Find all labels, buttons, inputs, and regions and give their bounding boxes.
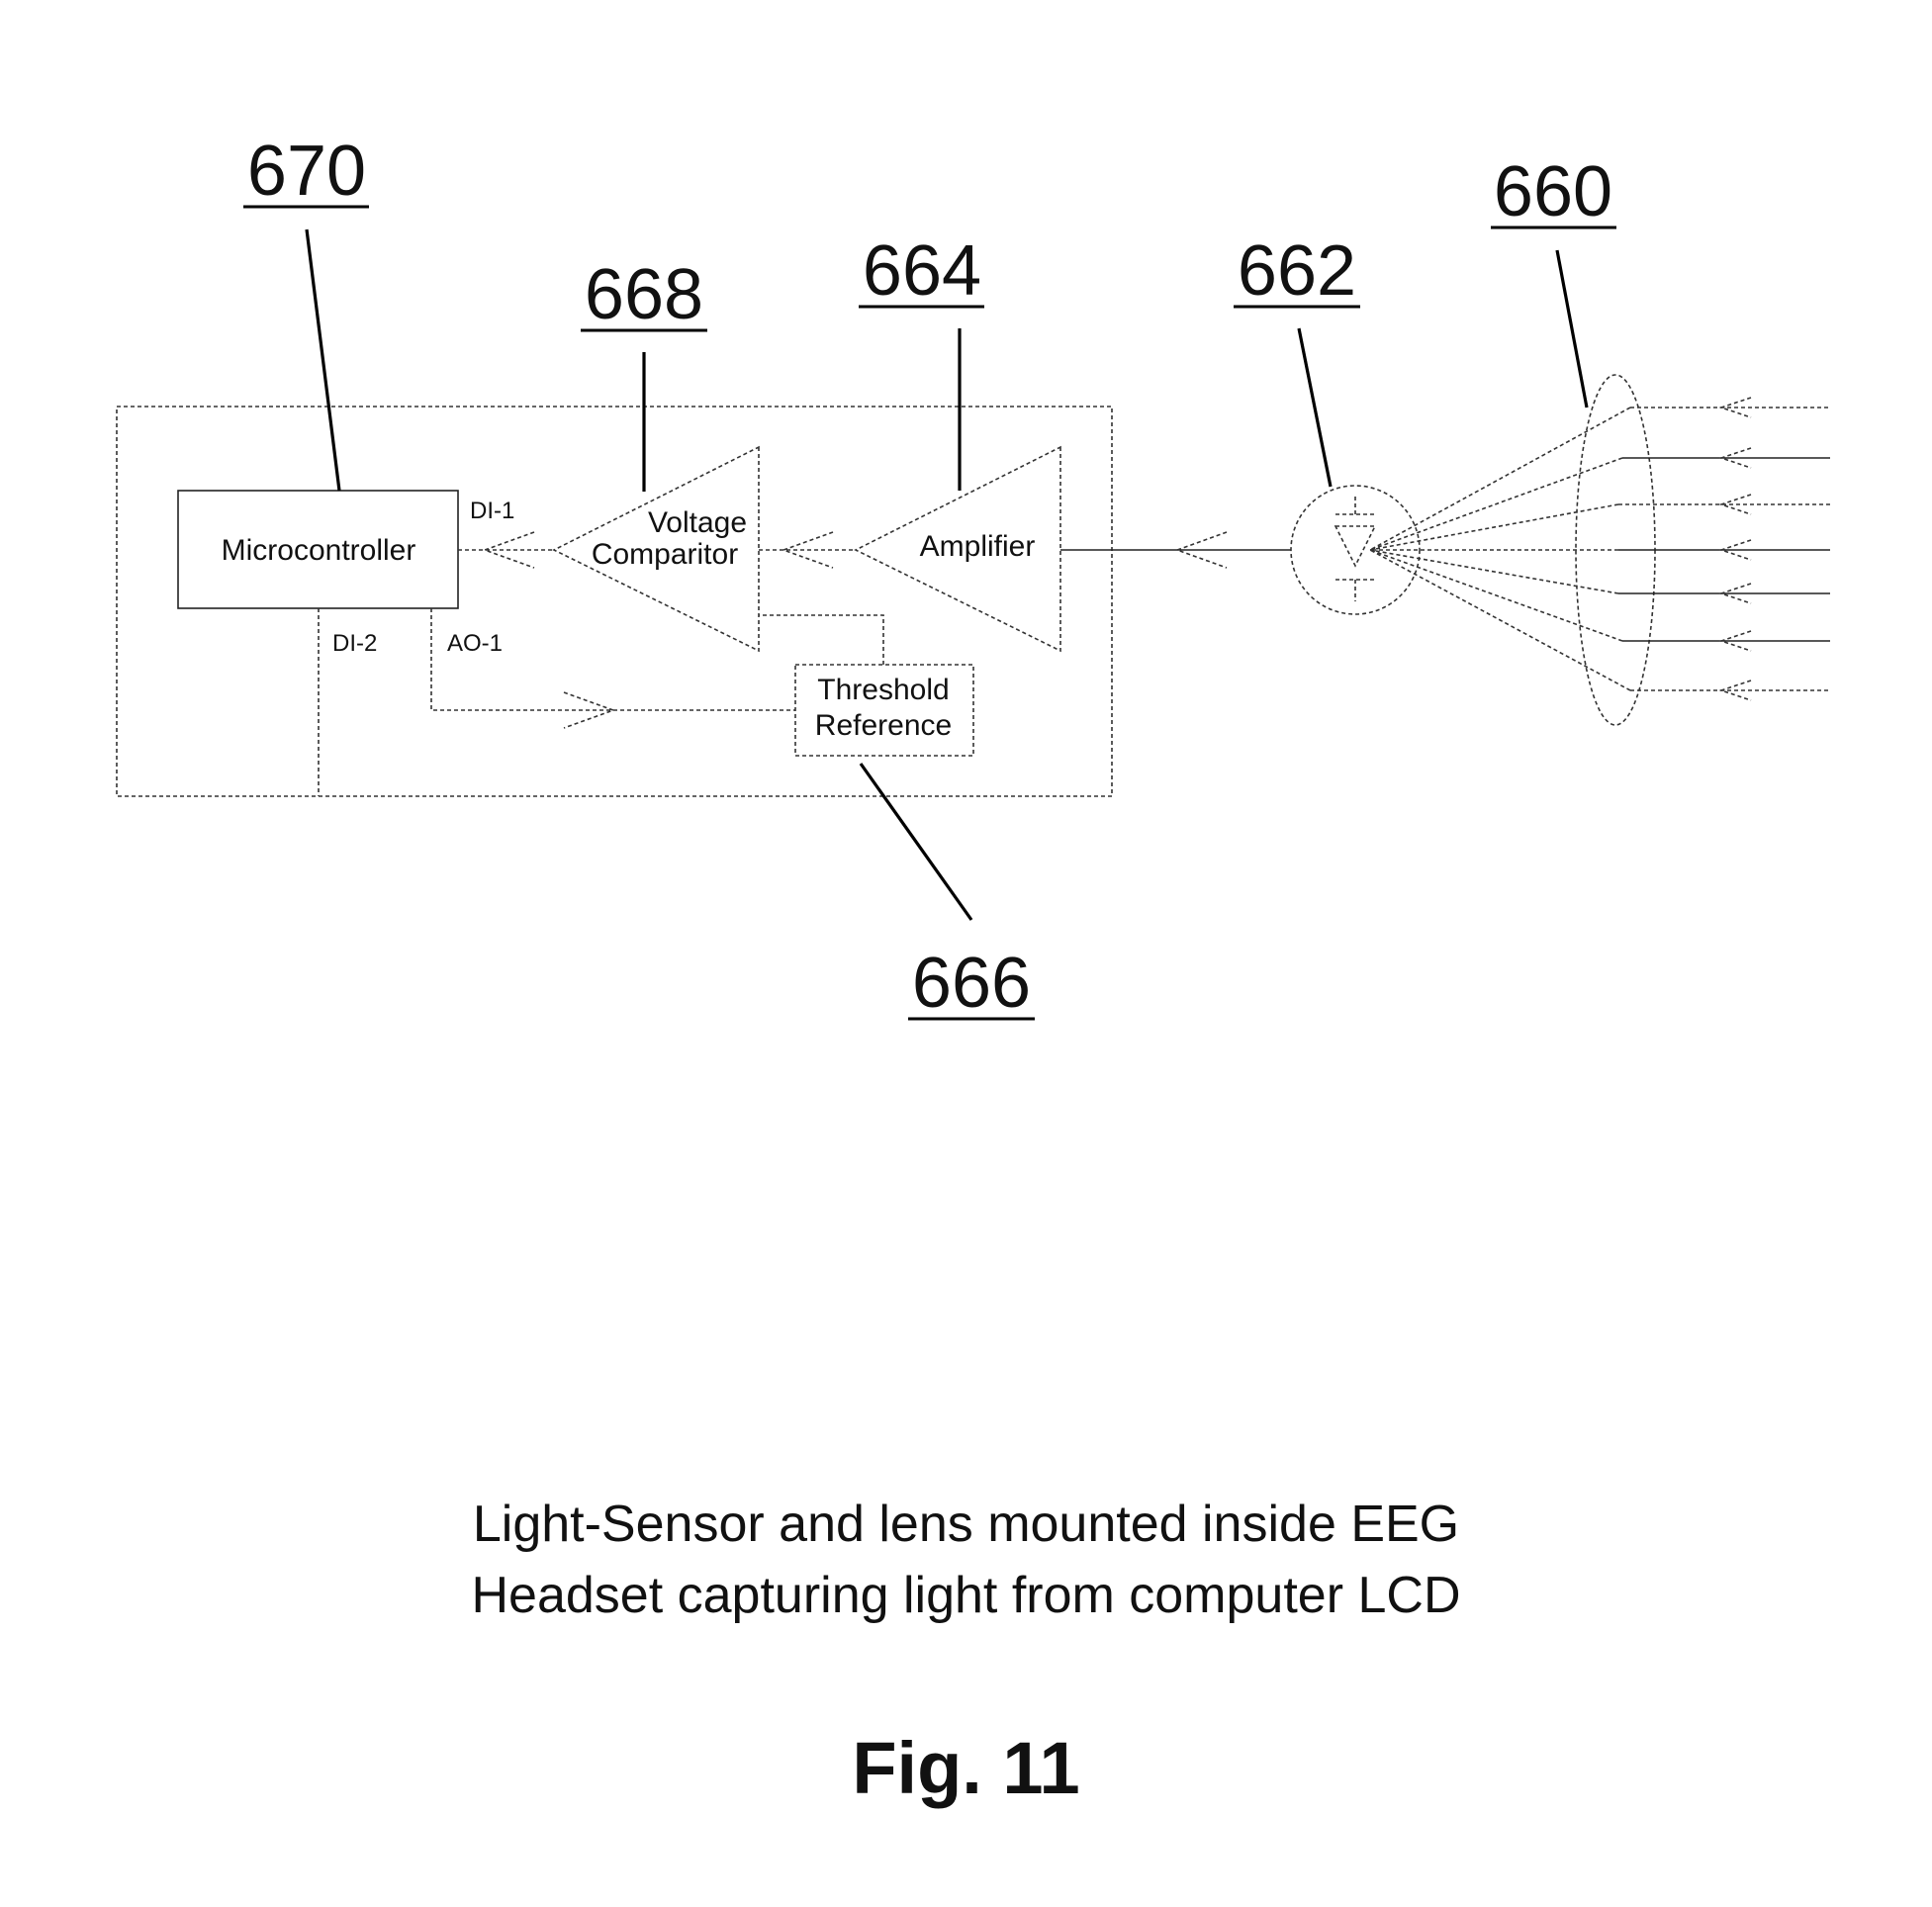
- amplifier-label: Amplifier: [920, 530, 1036, 563]
- threshold-label-line1: Threshold: [817, 674, 949, 706]
- ref-662-group: 662: [1234, 231, 1360, 487]
- ray: [1370, 458, 1622, 550]
- microcontroller-label: Microcontroller: [222, 534, 416, 567]
- ref-668-group: 668: [581, 255, 707, 492]
- ray: [1370, 408, 1630, 550]
- ref-664: 664: [863, 231, 981, 311]
- ref-670: 670: [247, 132, 366, 211]
- ref-664-group: 664: [859, 231, 984, 491]
- threshold-feedback-line: [759, 615, 883, 665]
- ref-660-leader: [1557, 250, 1587, 408]
- ref-660: 660: [1494, 152, 1612, 231]
- ref-670-group: 670: [243, 132, 369, 491]
- ray: [1370, 550, 1622, 641]
- converging-rays: [1370, 408, 1630, 690]
- ref-666: 666: [912, 944, 1031, 1023]
- ray: [1370, 550, 1630, 690]
- comparator-label-line2: Comparitor: [592, 538, 738, 571]
- ray: [1370, 550, 1618, 593]
- ref-670-leader: [307, 229, 339, 491]
- ref-666-leader: [861, 764, 971, 920]
- photodiode-symbol: [1335, 526, 1375, 566]
- ao1-line: [431, 608, 795, 710]
- ref-668: 668: [585, 255, 703, 334]
- ref-660-group: 660: [1491, 152, 1616, 408]
- pin-di2-label: DI-2: [332, 630, 377, 657]
- comparator-label-line1: Voltage: [648, 506, 747, 539]
- ref-662: 662: [1238, 231, 1356, 311]
- ref-666-group: 666: [861, 764, 1035, 1023]
- figure-caption: Light-Sensor and lens mounted inside EEG…: [0, 1489, 1932, 1631]
- figure-label: Fig. 11: [0, 1726, 1932, 1810]
- threshold-label-line2: Reference: [815, 709, 952, 742]
- ref-662-leader: [1299, 328, 1331, 487]
- incoming-light-rays: [1618, 398, 1830, 700]
- pin-ao1-label: AO-1: [447, 630, 503, 657]
- pin-di1-label: DI-1: [470, 498, 514, 524]
- enclosure-box: [117, 407, 1112, 796]
- caption-line-1: Light-Sensor and lens mounted inside EEG: [0, 1489, 1932, 1560]
- caption-line-2: Headset capturing light from computer LC…: [0, 1560, 1932, 1631]
